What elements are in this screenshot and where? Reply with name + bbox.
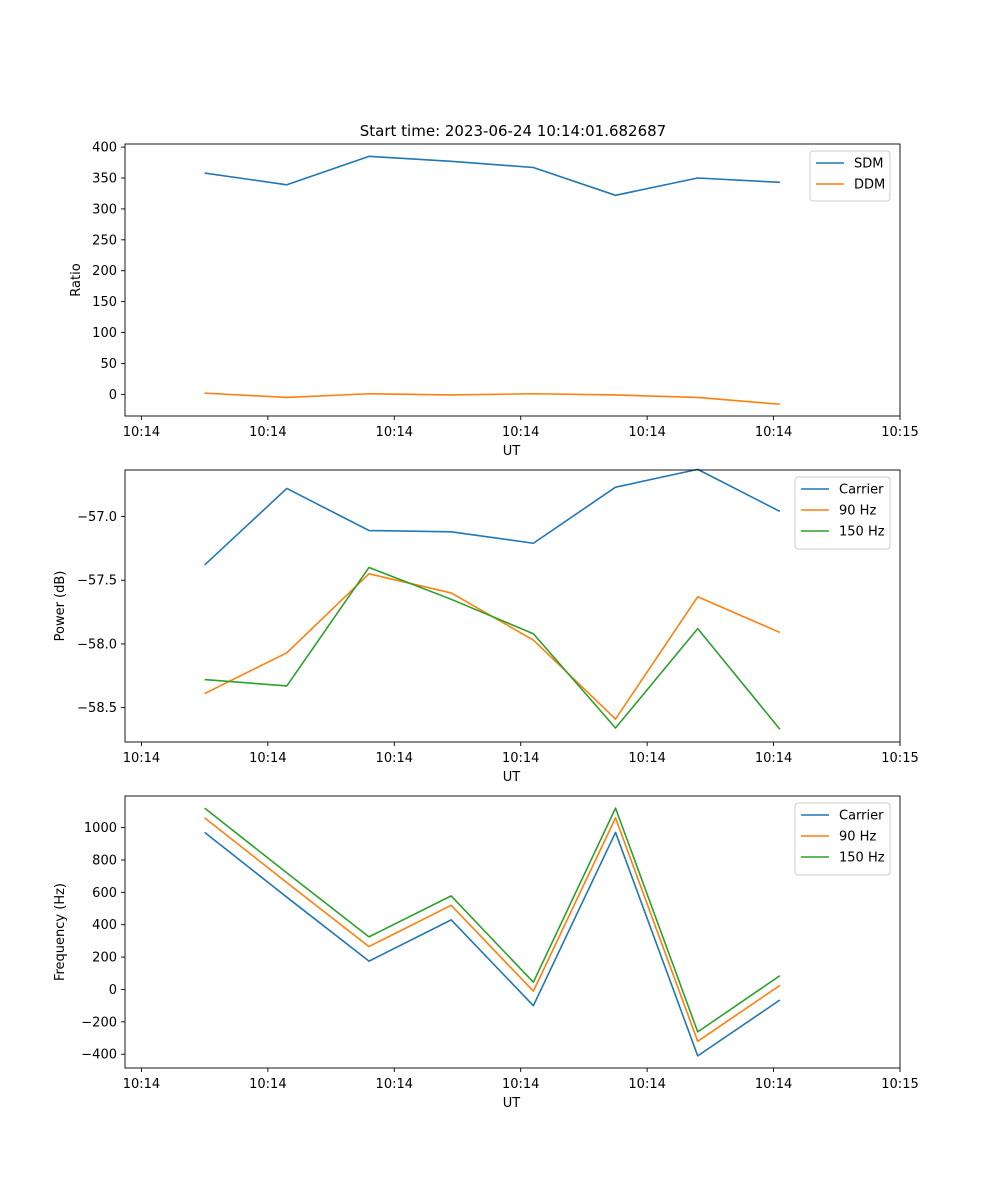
x-tick-label: 10:14 <box>502 1077 539 1092</box>
legend-entry: 150 Hz <box>839 851 885 866</box>
axes-frame <box>124 469 901 743</box>
y-tick-label: 400 <box>92 141 117 156</box>
y-tick-label: 300 <box>92 202 117 217</box>
legend-entry: 90 Hz <box>839 504 876 519</box>
y-tick-label: 50 <box>100 357 117 372</box>
y-tick-label: −58.0 <box>77 637 117 652</box>
x-tick-label: 10:14 <box>502 425 539 440</box>
figure-title: Start time: 2023-06-24 10:14:01.682687 <box>360 122 666 140</box>
x-tick-label: 10:14 <box>249 425 286 440</box>
y-tick-label: −58.5 <box>77 701 117 716</box>
x-tick-label: 10:14 <box>123 751 160 766</box>
x-tick-label: 10:14 <box>249 751 286 766</box>
axes-frame <box>124 795 901 1069</box>
panel-1: 10:14 10:14 10:14 10:14 10:14 10:14 10:15 0 50 10… <box>69 141 919 459</box>
y-tick-label: 800 <box>92 853 117 868</box>
y-tick-label: −200 <box>81 1015 117 1030</box>
x-tick-label: 10:14 <box>376 425 413 440</box>
series-line-carrier <box>204 831 781 1057</box>
y-tick-label: −400 <box>81 1048 117 1063</box>
x-tick-label: 10:14 <box>502 751 539 766</box>
series-line-90-hz <box>204 573 781 720</box>
y-tick-label: −57.0 <box>77 510 117 525</box>
legend-entry: Carrier <box>839 809 884 824</box>
x-tick-label: 10:14 <box>755 1077 792 1092</box>
y-tick-label: 250 <box>92 233 117 248</box>
y-tick-label: 350 <box>92 172 117 187</box>
x-tick-label: 10:15 <box>881 751 918 766</box>
y-tick-label: 600 <box>92 886 117 901</box>
legend-entry: 90 Hz <box>839 830 876 845</box>
series-line-ddm <box>204 392 780 406</box>
x-tick-label: 10:14 <box>249 1077 286 1092</box>
y-axis-label: Ratio <box>69 263 84 296</box>
x-axis-label: UT <box>503 444 521 459</box>
y-tick-label: 0 <box>109 388 117 403</box>
legend-entry: 150 Hz <box>839 525 885 540</box>
y-tick-label: 150 <box>92 295 117 310</box>
y-tick-label: 400 <box>92 918 117 933</box>
x-tick-label: 10:14 <box>123 425 160 440</box>
x-tick-label: 10:14 <box>755 751 792 766</box>
x-tick-label: 10:14 <box>628 751 665 766</box>
series-line-90-hz <box>204 817 781 1043</box>
y-tick-label: 0 <box>109 983 117 998</box>
y-tick-label: 200 <box>92 264 117 279</box>
axes-frame <box>124 143 901 417</box>
x-tick-label: 10:14 <box>628 1077 665 1092</box>
legend-entry: DDM <box>854 178 885 193</box>
legend: Carrier 90 Hz 150 Hz <box>794 802 891 876</box>
series-line-sdm <box>204 155 780 197</box>
x-tick-label: 10:14 <box>628 425 665 440</box>
legend-entry: Carrier <box>839 483 884 498</box>
y-axis-label: Frequency (Hz) <box>53 883 68 981</box>
panel-3: 10:14 10:14 10:14 10:14 10:14 10:14 10:15 −400 −… <box>53 795 919 1111</box>
y-tick-label: 1000 <box>84 821 117 836</box>
legend: Carrier 90 Hz 150 Hz <box>794 476 891 550</box>
y-tick-label: 200 <box>92 951 117 966</box>
panel-2: 10:14 10:14 10:14 10:14 10:14 10:14 10:15 −57.0… <box>53 468 919 785</box>
series-line-150-hz <box>204 807 781 1033</box>
x-tick-label: 10:15 <box>881 1077 918 1092</box>
legend: SDM DDM <box>809 150 891 202</box>
legend-entry: SDM <box>854 157 883 172</box>
series-line-150-hz <box>204 566 781 730</box>
y-tick-label: 100 <box>92 326 117 341</box>
y-tick-label: −57.5 <box>77 574 117 589</box>
x-tick-label: 10:14 <box>376 1077 413 1092</box>
x-tick-label: 10:14 <box>376 751 413 766</box>
series-line-carrier <box>204 468 781 566</box>
y-axis-label: Power (dB) <box>53 571 68 642</box>
x-axis-label: UT <box>503 1096 521 1111</box>
x-tick-label: 10:15 <box>881 425 918 440</box>
x-tick-label: 10:14 <box>755 425 792 440</box>
x-tick-label: 10:14 <box>123 1077 160 1092</box>
x-axis-label: UT <box>503 770 521 785</box>
